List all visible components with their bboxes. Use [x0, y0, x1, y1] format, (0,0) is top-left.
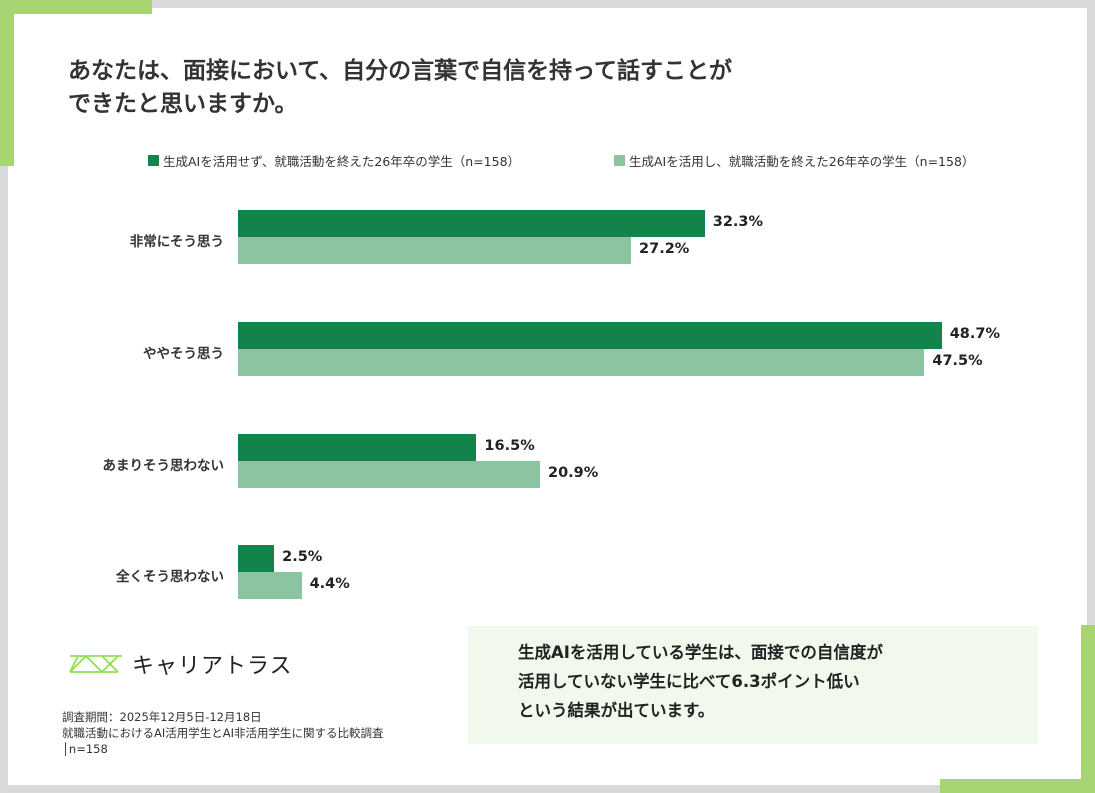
data-label: 4.4%: [309, 576, 350, 592]
page-title: あなたは、面接において、自分の言葉で自信を持って話すことが できたと思いますか。: [68, 58, 733, 117]
truss-logo-icon: [69, 654, 122, 674]
data-label: 48.7%: [949, 326, 1001, 342]
note-n: │n=158: [62, 742, 108, 756]
data-label: 32.3%: [712, 214, 764, 230]
accent-corner-right: [1081, 625, 1095, 793]
legend-swatch: [148, 155, 159, 166]
bar: [238, 461, 540, 488]
bar: [238, 210, 705, 237]
note-survey: 就職活動におけるAI活用学生とAI非活用学生に関する比較調査: [62, 726, 384, 740]
category-label: あまりそう思わない: [102, 458, 225, 474]
bar: [238, 322, 942, 349]
summary-line: 活用していない学生に比べて6.3ポイント低い: [518, 672, 860, 691]
accent-corner-left: [0, 0, 14, 166]
legend-swatch: [614, 155, 625, 166]
accent-corner-top: [0, 0, 152, 14]
legend-item-ai: 生成AIを活用し、就職活動を終えた26年卒の学生（n=158）: [614, 151, 974, 170]
data-label: 20.9%: [548, 465, 599, 481]
summary-box: 生成AIを活用している学生は、面接での自信度が 活用していない学生に比べて6.3…: [468, 626, 1038, 744]
accent-corner-bottom: [940, 779, 1095, 793]
data-label: 2.5%: [282, 549, 323, 565]
category-label: ややそう思う: [143, 346, 224, 362]
survey-notes: 調査期間：2025年12月5日-12月18日 就職活動におけるAI活用学生とAI…: [62, 709, 384, 757]
bar: [238, 237, 632, 264]
bar: [238, 434, 477, 461]
category-label: 全くそう思わない: [116, 569, 224, 585]
legend-item-no-ai: 生成AIを活用せず、就職活動を終えた26年卒の学生（n=158）: [148, 151, 520, 170]
data-label: 16.5%: [484, 438, 535, 454]
data-label: 27.2%: [639, 241, 690, 257]
summary-line: という結果が出ています。: [518, 701, 715, 720]
category-label: 非常にそう思う: [129, 234, 224, 250]
summary-line: 生成AIを活用している学生は、面接での自信度が: [518, 643, 883, 662]
bar: [238, 349, 925, 376]
note-period: 調査期間：2025年12月5日-12月18日: [62, 710, 262, 724]
bar: [238, 545, 275, 572]
logo-text: キャリアトラス: [132, 654, 293, 679]
logo: キャリアトラス: [68, 648, 293, 680]
data-label: 47.5%: [932, 353, 983, 369]
bar: [238, 572, 302, 599]
